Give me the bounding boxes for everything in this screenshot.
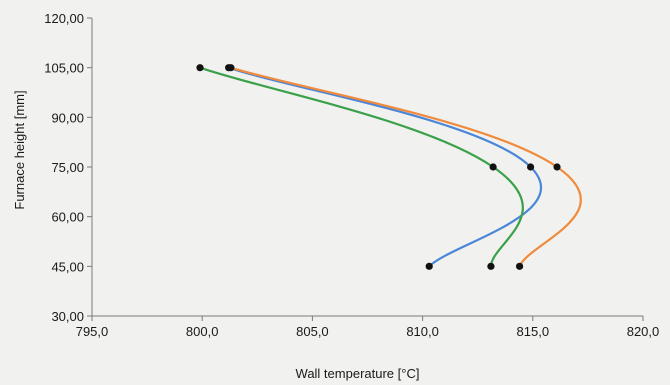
x-axis-ticks: 795,0 800,0 805,0 810,0 815,0 820,0 [76, 316, 660, 339]
y-tick-label: 45,00 [51, 259, 84, 274]
data-point [526, 163, 535, 171]
series-line [199, 66, 524, 267]
x-tick-label: 810,0 [406, 324, 439, 339]
y-tick-label: 30,00 [51, 309, 84, 324]
data-point [227, 64, 235, 72]
data-point [487, 262, 495, 270]
y-tick-label: 90,00 [51, 110, 84, 125]
x-tick-label: 795,0 [76, 324, 109, 339]
series-layer [196, 64, 582, 270]
data-point [515, 262, 524, 270]
y-axis-title: Furnace height [mm] [12, 90, 27, 209]
y-tick-label: 60,00 [51, 210, 84, 225]
data-point [425, 262, 433, 270]
y-tick-label: 75,00 [51, 160, 84, 175]
x-tick-label: 805,0 [296, 324, 329, 339]
y-axis-ticks: 30,00 45,00 60,00 75,00 90,00 105,00 120,00 [44, 11, 92, 324]
x-tick-label: 815,0 [517, 324, 550, 339]
series-line [228, 66, 542, 268]
x-axis-title: Wall temperature [°C] [296, 366, 420, 381]
data-point [553, 163, 561, 171]
data-point [489, 163, 497, 171]
x-tick-label: 800,0 [186, 324, 219, 339]
y-tick-label: 120,00 [44, 11, 84, 26]
y-tick-label: 105,00 [44, 61, 84, 76]
series-line [230, 66, 582, 267]
x-tick-label: 820,0 [627, 324, 660, 339]
data-point [196, 64, 204, 72]
